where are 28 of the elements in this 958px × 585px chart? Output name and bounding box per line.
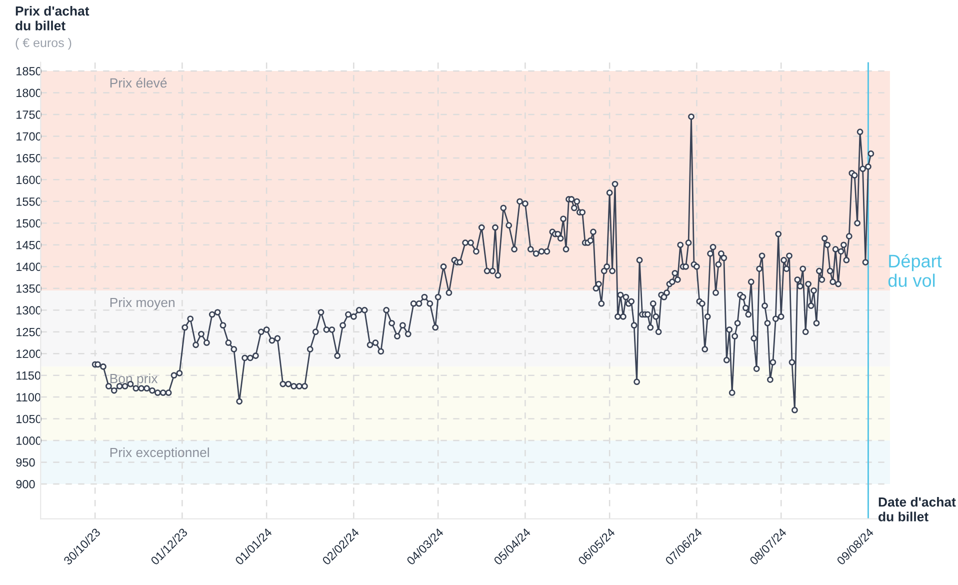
- y-tick-label: 900: [16, 480, 35, 488]
- y-tick-label: 1100: [16, 393, 41, 402]
- band-label: Prix moyen: [110, 297, 174, 310]
- y-tick-label: 1500: [16, 219, 42, 228]
- y-tick-label: 1800: [16, 88, 42, 98]
- y-tick-label: 1650: [16, 154, 42, 162]
- y-tick-label: 1050: [16, 414, 42, 424]
- text: ( € euros ): [16, 38, 72, 50]
- y-tick-label: 950: [16, 458, 35, 467]
- band-label: Prix exceptionnel: [110, 447, 209, 460]
- y-tick-label: 1200: [16, 350, 42, 358]
- y-tick-label: 1750: [16, 110, 42, 119]
- y-tick-label: 1350: [16, 284, 42, 293]
- band-label: Prix élevé: [110, 78, 167, 88]
- ref-line-label: Départ du vol: [888, 254, 942, 287]
- y-tick-label: 1300: [16, 306, 42, 314]
- y-tick-label: 1000: [16, 436, 42, 445]
- y-tick-label: 1400: [16, 262, 42, 272]
- x-axis-title: Date d'achat du billet: [878, 497, 956, 522]
- y-tick-label: 1250: [16, 328, 42, 336]
- band-label: Bon prix: [110, 374, 158, 386]
- y-tick-label: 1700: [16, 132, 42, 141]
- y-tick-label: 1450: [16, 240, 42, 250]
- y-tick-label: 1600: [16, 176, 42, 184]
- y-axis-title: Prix d'achat du billet: [16, 6, 90, 30]
- y-tick-label: 1150: [16, 371, 41, 380]
- y-tick-label: 1850: [16, 67, 42, 76]
- y-tick-label: 1550: [16, 197, 42, 206]
